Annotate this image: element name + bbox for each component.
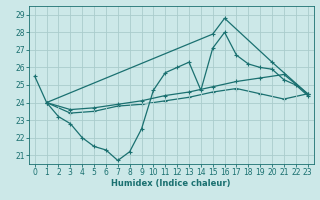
X-axis label: Humidex (Indice chaleur): Humidex (Indice chaleur) <box>111 179 231 188</box>
